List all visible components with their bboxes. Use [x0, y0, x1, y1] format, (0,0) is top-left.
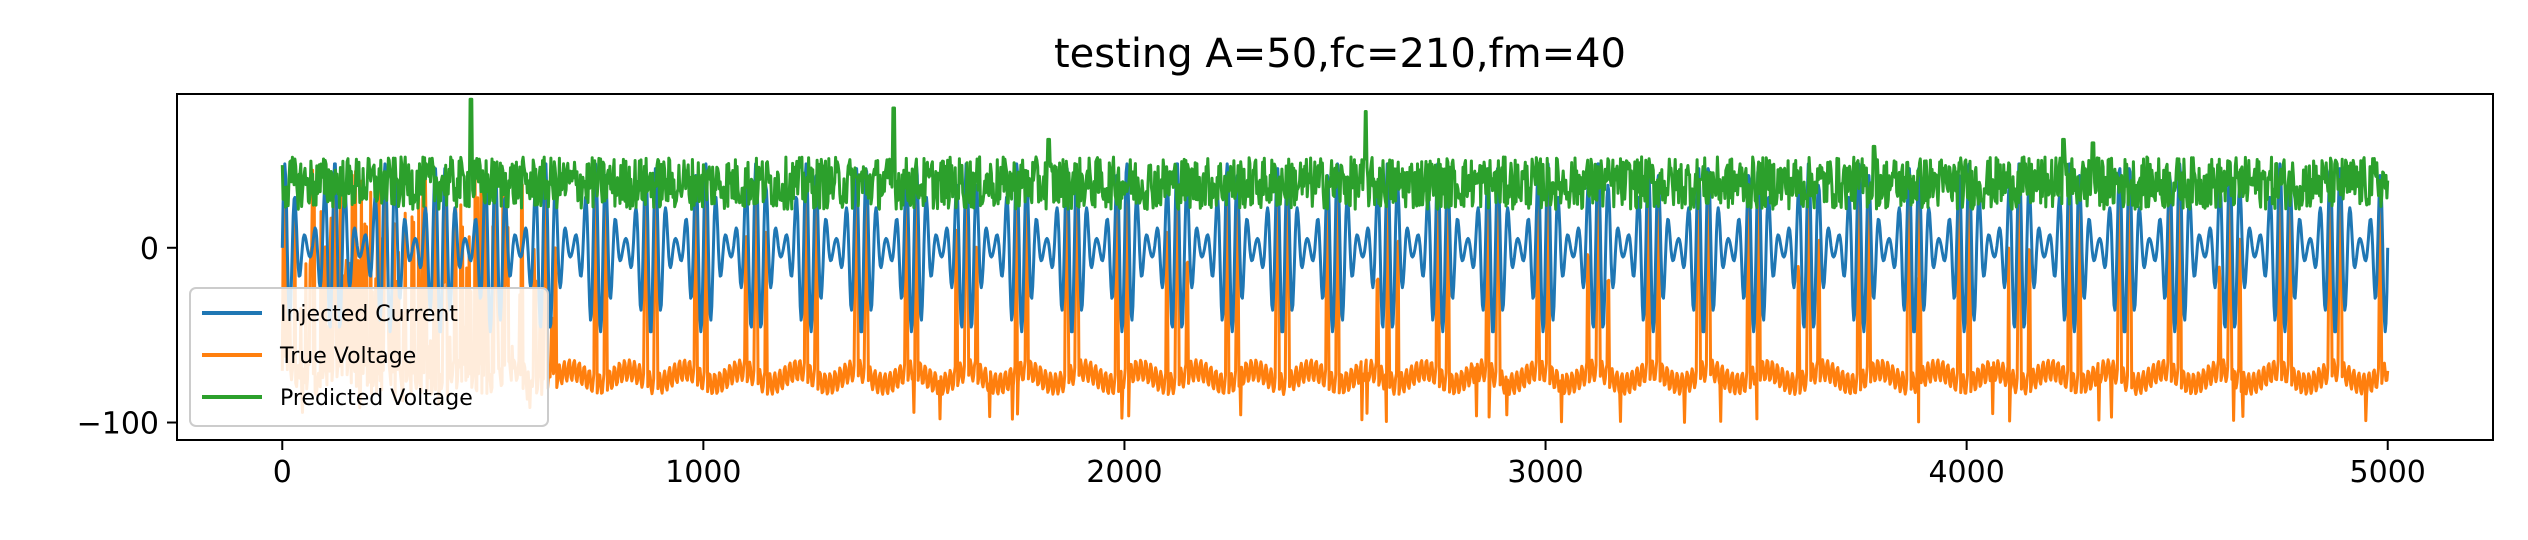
x-axis: 0 1000 2000 3000 4000 5000 [273, 440, 2426, 490]
chart-title: testing A=50,fc=210,fm=40 [1054, 31, 1626, 77]
legend-label-predicted-voltage: Predicted Voltage [280, 386, 473, 411]
x-tick-label: 4000 [1928, 455, 2004, 490]
y-tick-label: 0 [140, 232, 159, 267]
x-tick-label: 0 [273, 455, 292, 490]
legend: Injected Current True Voltage Predicted … [189, 287, 549, 427]
legend-label-true-voltage: True Voltage [279, 344, 416, 369]
x-tick-label: 3000 [1507, 455, 1583, 490]
plot-frame [176, 93, 2494, 441]
series-line-predicted-voltage [280, 97, 2390, 211]
y-axis: 0 −100 [77, 232, 177, 442]
series-line-true-voltage [280, 168, 2390, 424]
legend-label-injected-current: Injected Current [280, 302, 458, 327]
x-tick-label: 5000 [2350, 455, 2426, 490]
y-tick-label: −100 [77, 407, 159, 442]
x-tick-label: 2000 [1086, 455, 1162, 490]
plot-series [280, 97, 2390, 424]
series-line-injected-current [280, 162, 2390, 334]
x-tick-label: 1000 [665, 455, 741, 490]
legend-box [189, 287, 549, 427]
